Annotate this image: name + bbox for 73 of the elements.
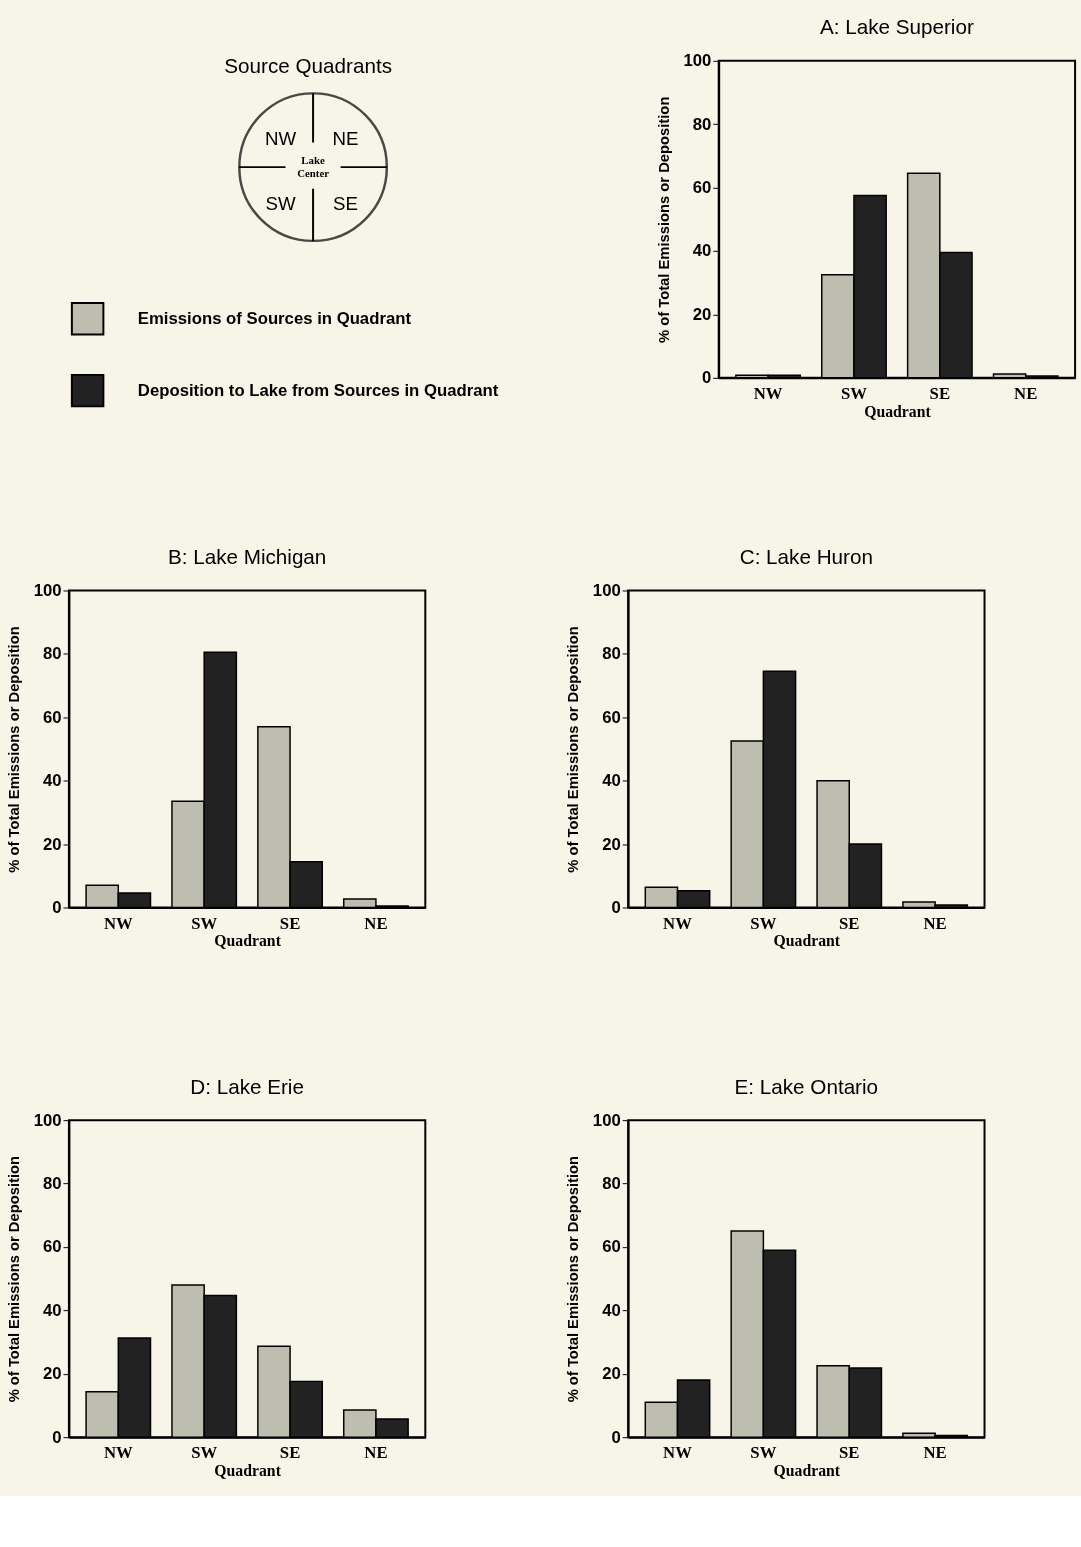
chart-title: E: Lake Ontario (734, 1074, 879, 1098)
y-tick-label: 0 (611, 897, 621, 917)
y-tick-label: 60 (42, 707, 62, 727)
legend-label: Emissions of Sources in Quadrant (137, 308, 412, 328)
x-tick-label: NE (923, 913, 947, 933)
x-axis-title: Quadrant (214, 1462, 282, 1480)
y-tick-label: 60 (602, 1237, 621, 1257)
y-tick-label: 80 (692, 114, 712, 134)
text: NE (332, 128, 359, 150)
x-tick-label: NE (364, 1443, 388, 1463)
legend-label: Deposition to Lake from Sources in Quadrant (137, 380, 499, 400)
x-tick-label: SW (191, 1443, 218, 1463)
x-tick-label: SE (839, 913, 860, 933)
y-tick-label: 20 (42, 834, 62, 854)
text: NW (265, 128, 297, 150)
y-tick-label: 60 (602, 707, 621, 727)
x-tick-label: NE (1014, 383, 1038, 403)
y-tick-label: 80 (602, 644, 621, 664)
y-tick-label: 80 (42, 1173, 62, 1193)
x-tick-label: NW (103, 1443, 133, 1463)
y-tick-label: 20 (42, 1364, 62, 1384)
y-tick-label: 80 (602, 1173, 621, 1193)
y-tick-label: 40 (692, 241, 712, 261)
x-tick-label: NW (753, 383, 783, 403)
x-tick-label: SE (279, 1443, 301, 1463)
x-tick-label: SE (279, 913, 301, 933)
y-tick-label: 20 (602, 1364, 621, 1384)
chart-title: B: Lake Michigan (167, 544, 327, 568)
y-tick-label: 100 (33, 580, 62, 600)
x-tick-label: NW (663, 913, 693, 933)
y-tick-label: 0 (52, 1427, 62, 1447)
x-axis-title: Quadrant (773, 932, 841, 950)
y-tick-label: 40 (42, 1300, 62, 1320)
y-axis-title: % of Total Emissions or Deposition (655, 96, 672, 344)
x-tick-label: SE (929, 383, 951, 403)
y-tick-label: 20 (692, 304, 712, 324)
y-tick-label: 40 (602, 1300, 621, 1320)
y-axis-title: % of Total Emissions or Deposition (565, 626, 582, 873)
x-tick-label: SW (840, 383, 868, 403)
x-tick-label: SW (750, 913, 777, 933)
y-tick-label: 20 (602, 834, 621, 854)
x-tick-label: NW (663, 1443, 693, 1463)
text: SW (265, 193, 296, 215)
y-axis-title: % of Total Emissions or Deposition (5, 1155, 22, 1403)
text: SE (333, 193, 359, 215)
y-tick-label: 100 (683, 51, 712, 71)
y-tick-label: 40 (602, 771, 621, 791)
y-tick-label: 100 (33, 1110, 62, 1130)
x-axis-title: Quadrant (864, 402, 932, 420)
chart-title: C: Lake Huron (739, 544, 873, 568)
x-axis-title: Quadrant (773, 1462, 841, 1480)
y-tick-label: 60 (692, 178, 712, 198)
chart-title: D: Lake Erie (190, 1074, 304, 1098)
y-tick-label: 100 (592, 1110, 621, 1130)
text: Lake Center (297, 154, 330, 179)
y-tick-label: 0 (52, 897, 62, 917)
text: Source Quadrants (224, 53, 392, 77)
y-tick-label: 100 (592, 580, 621, 600)
x-tick-label: SE (839, 1443, 860, 1463)
x-tick-label: SW (191, 913, 218, 933)
x-tick-label: SW (750, 1443, 777, 1463)
x-tick-label: NE (923, 1443, 947, 1463)
x-axis-title: Quadrant (214, 932, 282, 950)
y-axis-title: % of Total Emissions or Deposition (565, 1155, 582, 1403)
y-axis-title: % of Total Emissions or Deposition (5, 626, 22, 873)
y-tick-label: 80 (42, 644, 62, 664)
y-tick-label: 40 (42, 771, 62, 791)
x-tick-label: NW (103, 913, 133, 933)
y-tick-label: 0 (702, 368, 712, 388)
x-tick-label: NE (364, 913, 388, 933)
chart-title: A: Lake Superior (819, 15, 974, 39)
y-tick-label: 0 (611, 1427, 621, 1447)
y-tick-label: 60 (42, 1237, 62, 1257)
